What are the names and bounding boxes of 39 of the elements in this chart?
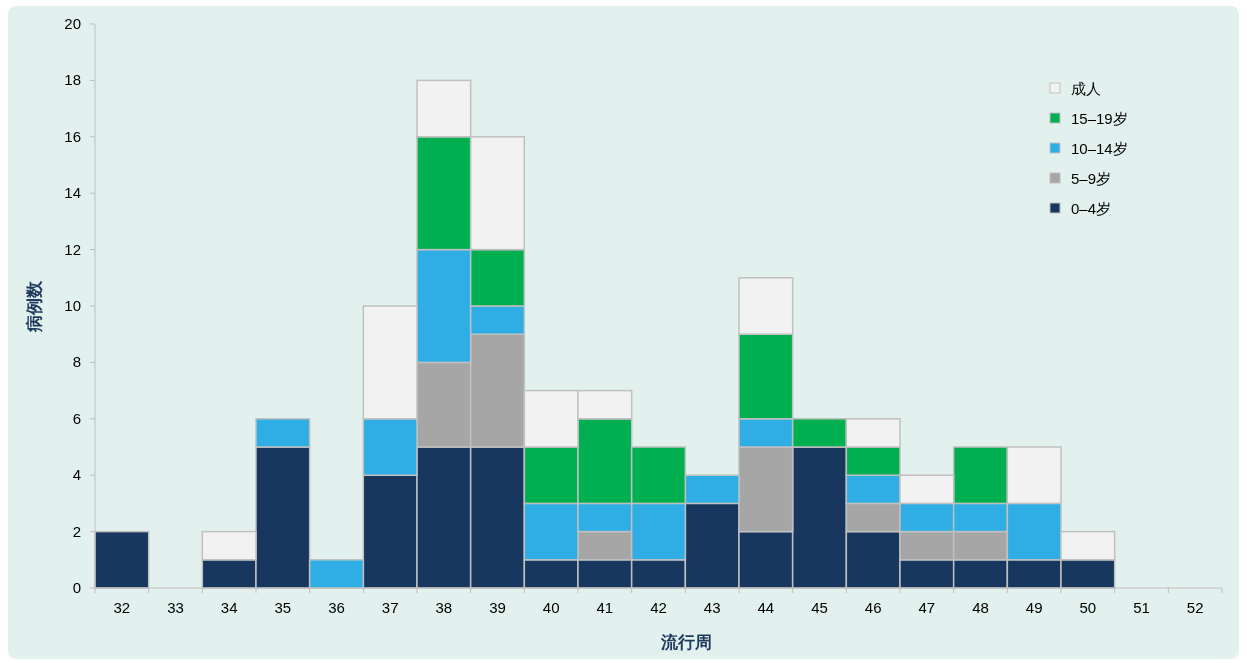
legend-label: 10–14岁 [1071, 140, 1128, 157]
x-tick-label: 49 [1025, 599, 1043, 616]
x-tick-label: 38 [435, 599, 453, 616]
x-tick-label: 44 [757, 599, 775, 616]
x-tick-label: 33 [167, 599, 184, 616]
x-tick-label: 36 [328, 599, 345, 616]
y-tick-label: 4 [72, 466, 81, 484]
y-tick-label: 2 [72, 522, 81, 540]
x-tick-label: 42 [650, 599, 667, 616]
x-tick-label: 51 [1133, 599, 1150, 616]
legend-label: 15–19岁 [1071, 110, 1128, 127]
y-tick-label: 14 [64, 184, 81, 202]
x-tick-label: 50 [1079, 599, 1097, 616]
legend-label: 5–9岁 [1071, 170, 1112, 187]
y-tick-label: 8 [72, 353, 81, 371]
y-tick-label: 0 [72, 579, 81, 596]
legend-label: 成人 [1071, 80, 1101, 97]
x-tick-label: 35 [274, 599, 292, 616]
y-tick-label: 20 [64, 15, 81, 32]
y-tick-label: 12 [64, 240, 81, 258]
x-tick-label: 52 [1186, 599, 1204, 616]
x-tick-label: 41 [596, 599, 614, 616]
x-tick-label: 47 [918, 599, 936, 616]
y-tick-label: 6 [72, 409, 81, 427]
x-axis-title: 流行周 [660, 633, 712, 652]
y-tick-label: 18 [64, 71, 81, 89]
x-tick-label: 48 [972, 599, 989, 616]
x-tick-label: 45 [811, 599, 828, 616]
x-tick-label: 40 [542, 599, 560, 616]
x-tick-label: 34 [220, 599, 238, 616]
y-tick-label: 10 [64, 297, 81, 314]
x-tick-label: 32 [113, 599, 131, 616]
legend-label: 0–4岁 [1071, 200, 1112, 217]
x-tick-label: 43 [703, 599, 721, 616]
x-tick-label: 39 [489, 599, 506, 616]
y-axis-title: 病例数 [25, 279, 44, 333]
x-tick-label: 46 [864, 599, 882, 616]
y-tick-label: 16 [64, 127, 81, 145]
x-tick-label: 37 [381, 599, 399, 616]
